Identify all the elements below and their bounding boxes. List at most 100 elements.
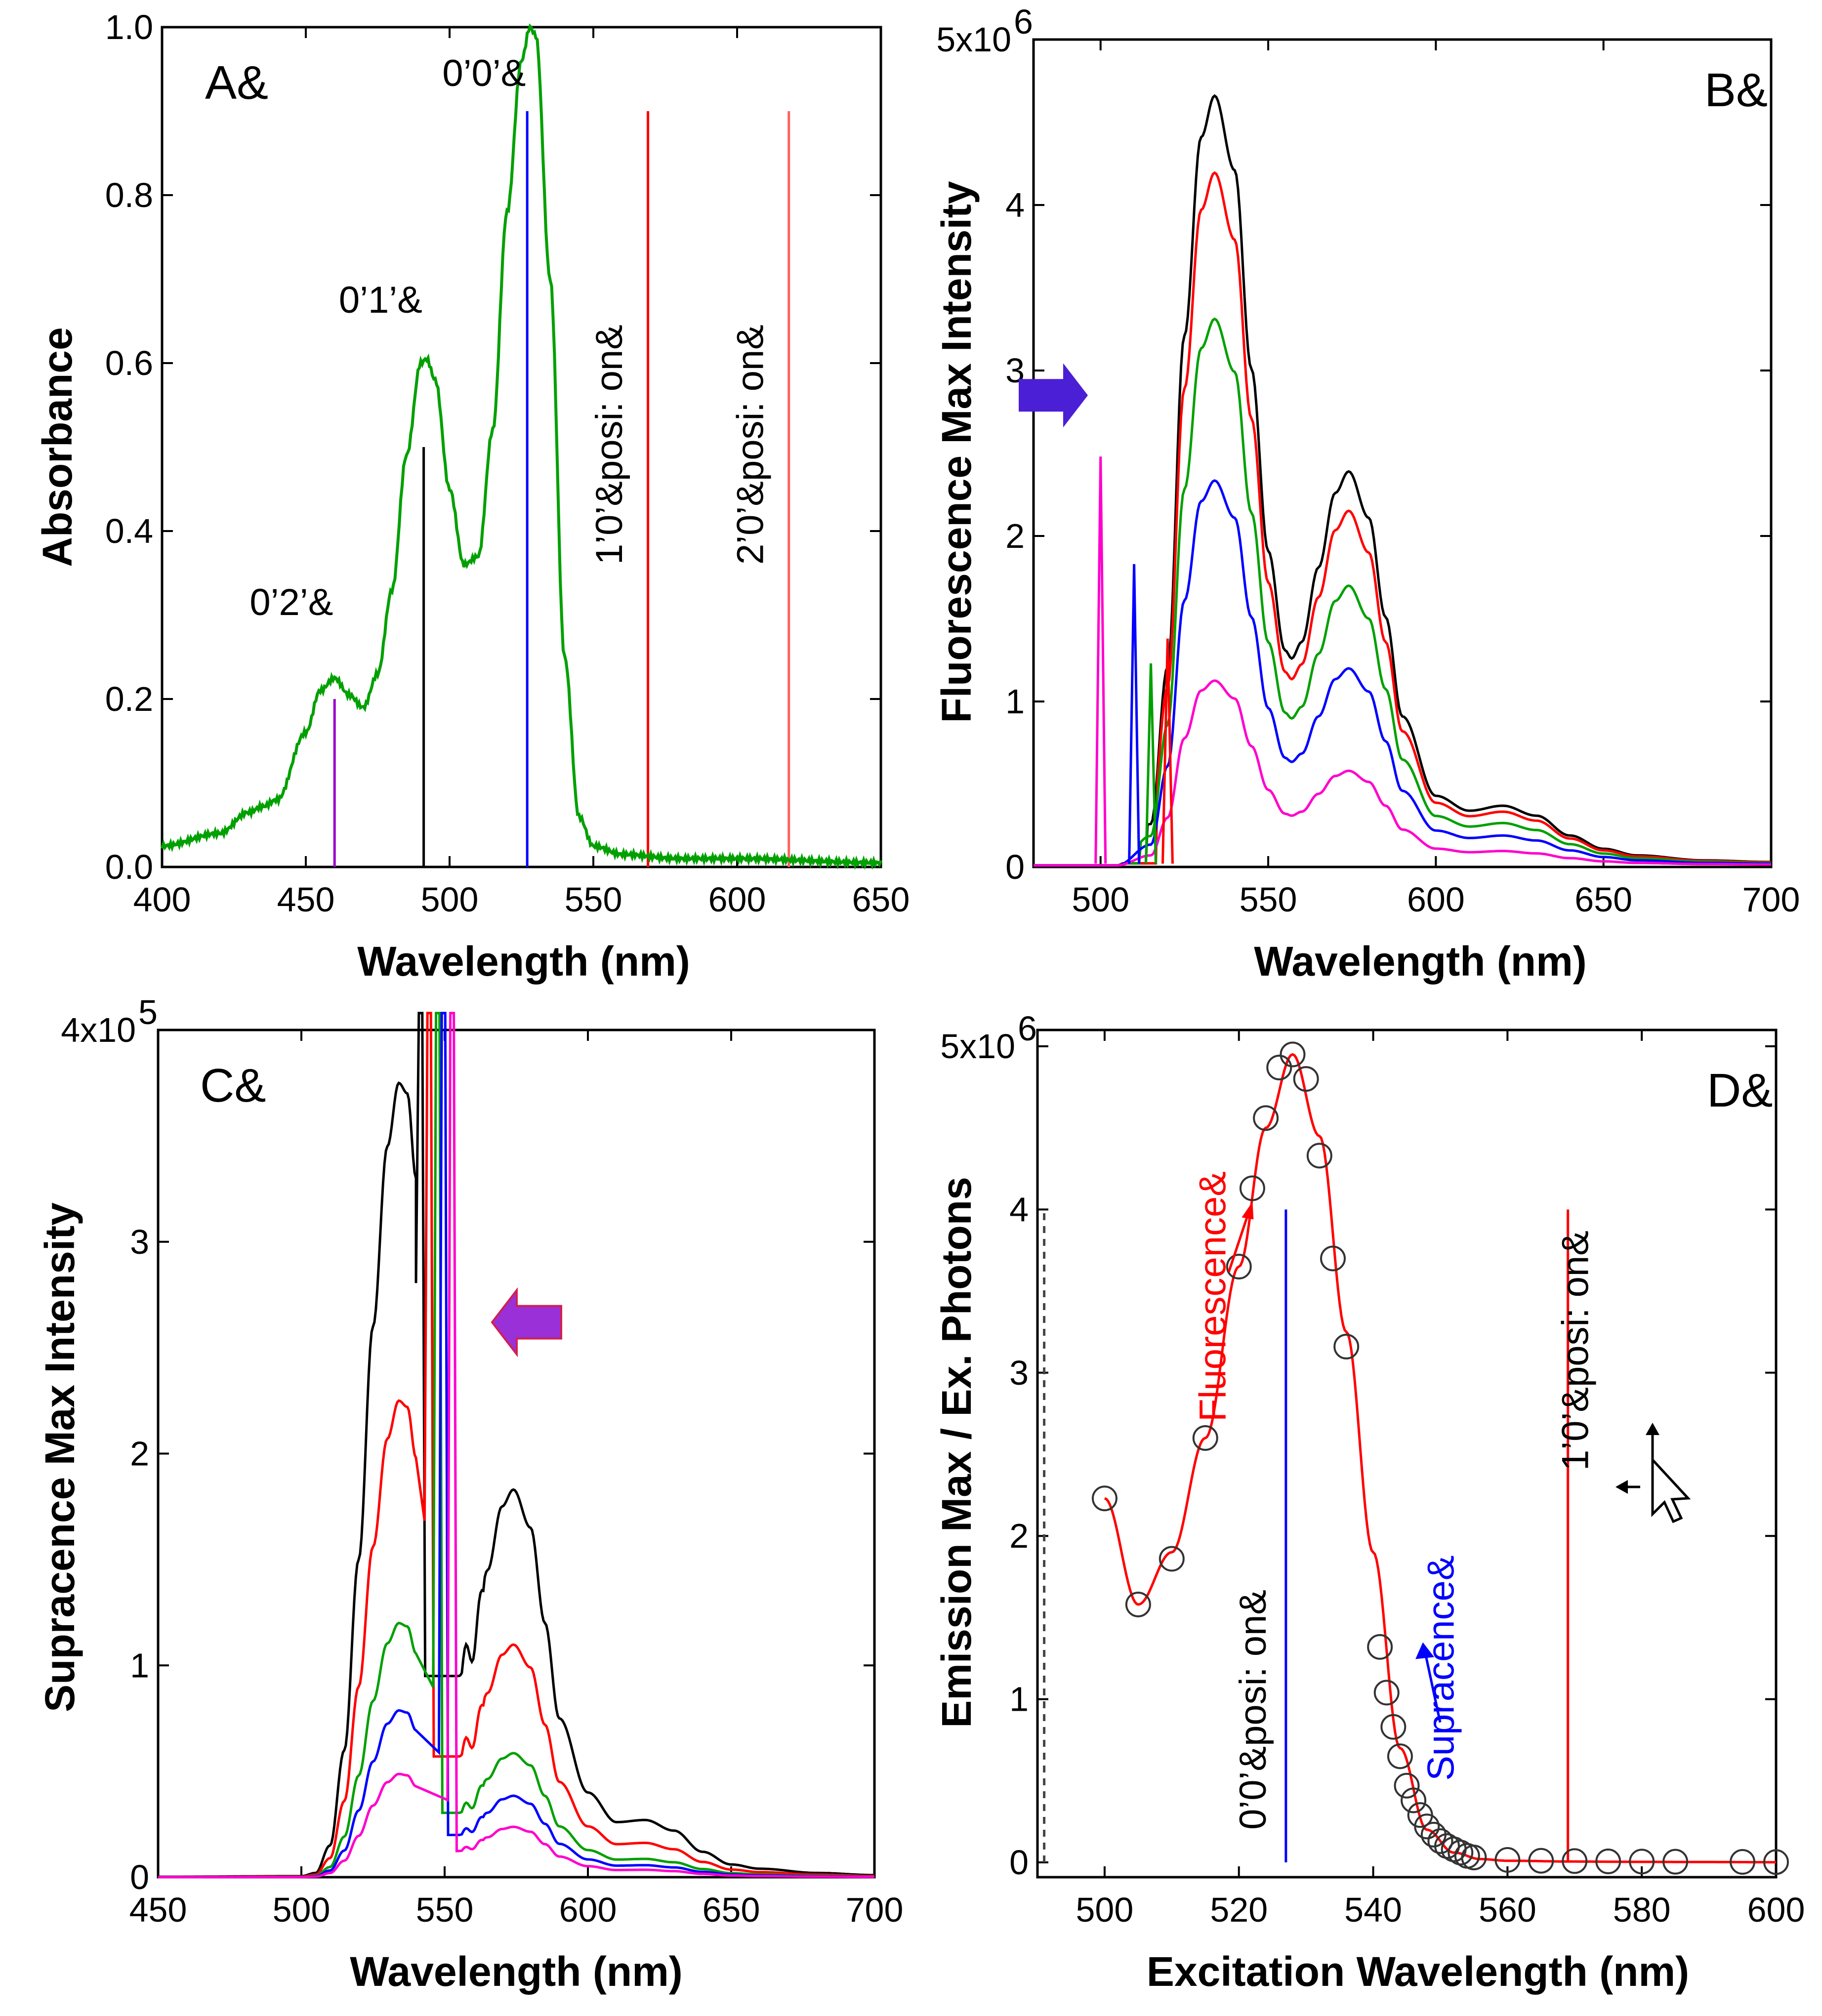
data-point (1461, 1845, 1487, 1871)
panel-c-data (158, 1012, 874, 1879)
x-tick-label: 560 (1479, 1891, 1536, 1929)
data-point (1414, 1813, 1440, 1840)
panel-d-data: Fluorescence&Supracence&0’0’&posi: on&1’… (1043, 1041, 1789, 1875)
fluorescence-series (1034, 94, 1772, 867)
data-point (1306, 1143, 1332, 1169)
y-tick-label: 0.8 (105, 176, 153, 214)
data-point (1662, 1849, 1689, 1875)
y-tick-label: 0.6 (105, 344, 153, 382)
y-tick-label: 0 (130, 1858, 149, 1896)
data-point (1293, 1066, 1319, 1092)
panel-d-annotation: Fluorescence& (1192, 1171, 1234, 1422)
fluorescence-series (1034, 171, 1771, 867)
x-tick-label: 520 (1210, 1891, 1268, 1929)
data-point (1595, 1849, 1621, 1875)
y-tick-exponent: 6 (1018, 1009, 1037, 1048)
panel-d-annotation: 1’0’&posi: on& (1554, 1231, 1596, 1471)
x-tick-label: 600 (1747, 1891, 1805, 1929)
x-tick-label: 500 (1076, 1891, 1134, 1929)
data-point (1494, 1847, 1521, 1873)
supracence-series (158, 1012, 874, 1879)
x-tick-label: 450 (129, 1891, 187, 1929)
data-point (1091, 1485, 1118, 1512)
panel-b-xlabel: Wavelength (nm) (1254, 938, 1587, 985)
x-tick-label: 540 (1344, 1891, 1402, 1929)
x-tick-label: 550 (416, 1891, 474, 1929)
data-point (1387, 1743, 1413, 1769)
y-tick-exponent: 6 (1014, 2, 1033, 41)
y-tick-label: 2 (1009, 1517, 1029, 1555)
supracence-arrow-icon (1424, 1653, 1442, 1723)
x-tick-label: 500 (1072, 880, 1129, 919)
x-tick-label: 600 (1407, 880, 1465, 919)
data-point (1266, 1054, 1292, 1080)
y-tick-label: 4x10 (61, 1011, 136, 1049)
x-tick-label: 500 (421, 880, 479, 919)
panel-b-frame (1032, 38, 1773, 868)
panel-a: 400 450 500 550 600 650 0.0 0.2 0.4 0.6 0.8 1.0 0’0… (34, 8, 910, 985)
y-tick-label: 0.0 (105, 848, 153, 886)
panel-a-ticks: 400 450 500 550 600 650 0.0 0.2 0.4 0.6 0.8 1.0 (105, 8, 910, 919)
y-tick-label: 0 (1009, 1843, 1029, 1882)
data-point (1394, 1772, 1420, 1799)
panel-a-annotation: 0’1’& (339, 279, 422, 321)
data-point (1528, 1848, 1554, 1874)
x-tick-label: 550 (565, 880, 622, 919)
y-tick-label: 0 (1005, 848, 1025, 886)
data-point (1226, 1254, 1252, 1280)
data-point (1253, 1105, 1279, 1131)
data-point (1427, 1828, 1453, 1854)
data-point (1239, 1175, 1265, 1201)
scatter-peak (1145, 663, 1158, 864)
panel-c-ticks: 450 500 550 600 650 700 0 1 2 3 4x10 5 (61, 993, 903, 1929)
fluorescence-series (1034, 479, 1771, 867)
panel-d-label: D& (1707, 1064, 1773, 1117)
panel-c-xlabel: Wavelength (nm) (350, 1948, 683, 1995)
data-point (1629, 1849, 1655, 1875)
y-tick-label: 0.4 (105, 512, 153, 550)
x-tick-label: 700 (846, 1891, 904, 1929)
supracence-series (158, 1012, 874, 1878)
data-point (1125, 1591, 1151, 1617)
panel-c-label: C& (200, 1059, 266, 1112)
fluorescence-arrowhead-icon (1242, 1201, 1254, 1220)
y-tick-label: 5x10 (936, 20, 1011, 59)
panel-b-ylabel: Fluorescence Max Intensity (933, 181, 980, 723)
supracence-arrowhead-icon (1415, 1642, 1435, 1659)
y-tick-label: 0.2 (105, 680, 153, 718)
supracence-series (158, 1012, 874, 1879)
panel-a-annotation: 2’0’&posi: on& (729, 325, 771, 565)
panel-c-frame (157, 1029, 876, 1879)
x-tick-label: 700 (1742, 880, 1800, 919)
scatter-peak (1161, 638, 1174, 864)
absorbance-series (161, 23, 882, 870)
panel-a-annotation: 0’0’& (442, 52, 526, 94)
panel-b-data (1019, 94, 1772, 867)
x-tick-label: 650 (1574, 880, 1632, 919)
panel-b-label: B& (1704, 64, 1768, 117)
panel-d-xlabel: Excitation Wavelength (nm) (1147, 1948, 1689, 1995)
panel-d: 500 520 540 560 580 600 0 1 2 3 4 5x10 6 Fluorescenc… (933, 1009, 1805, 1995)
panel-a-label: A& (205, 56, 268, 109)
x-tick-label: 450 (277, 880, 335, 919)
data-point (1380, 1714, 1407, 1740)
x-tick-label: 650 (703, 1891, 760, 1929)
left-arrow-icon (491, 1287, 562, 1358)
panel-a-xlabel: Wavelength (nm) (357, 938, 690, 985)
data-point (1562, 1848, 1588, 1874)
x-tick-label: 400 (133, 880, 191, 919)
panel-a-annotation: 1’0’&posi: on& (588, 325, 630, 565)
data-point (1730, 1849, 1756, 1875)
y-tick-label: 3 (130, 1223, 149, 1261)
scatter-peak (1094, 456, 1107, 864)
panel-d-frame (1036, 1029, 1778, 1879)
y-tick-label: 5x10 (940, 1027, 1015, 1066)
x-tick-label: 550 (1240, 880, 1297, 919)
data-point (1159, 1546, 1185, 1572)
panel-a-frame (161, 26, 882, 868)
panel-d-annotation: 0’0’&posi: on& (1232, 1590, 1274, 1830)
panel-d-annotation: Supracence& (1420, 1556, 1462, 1781)
